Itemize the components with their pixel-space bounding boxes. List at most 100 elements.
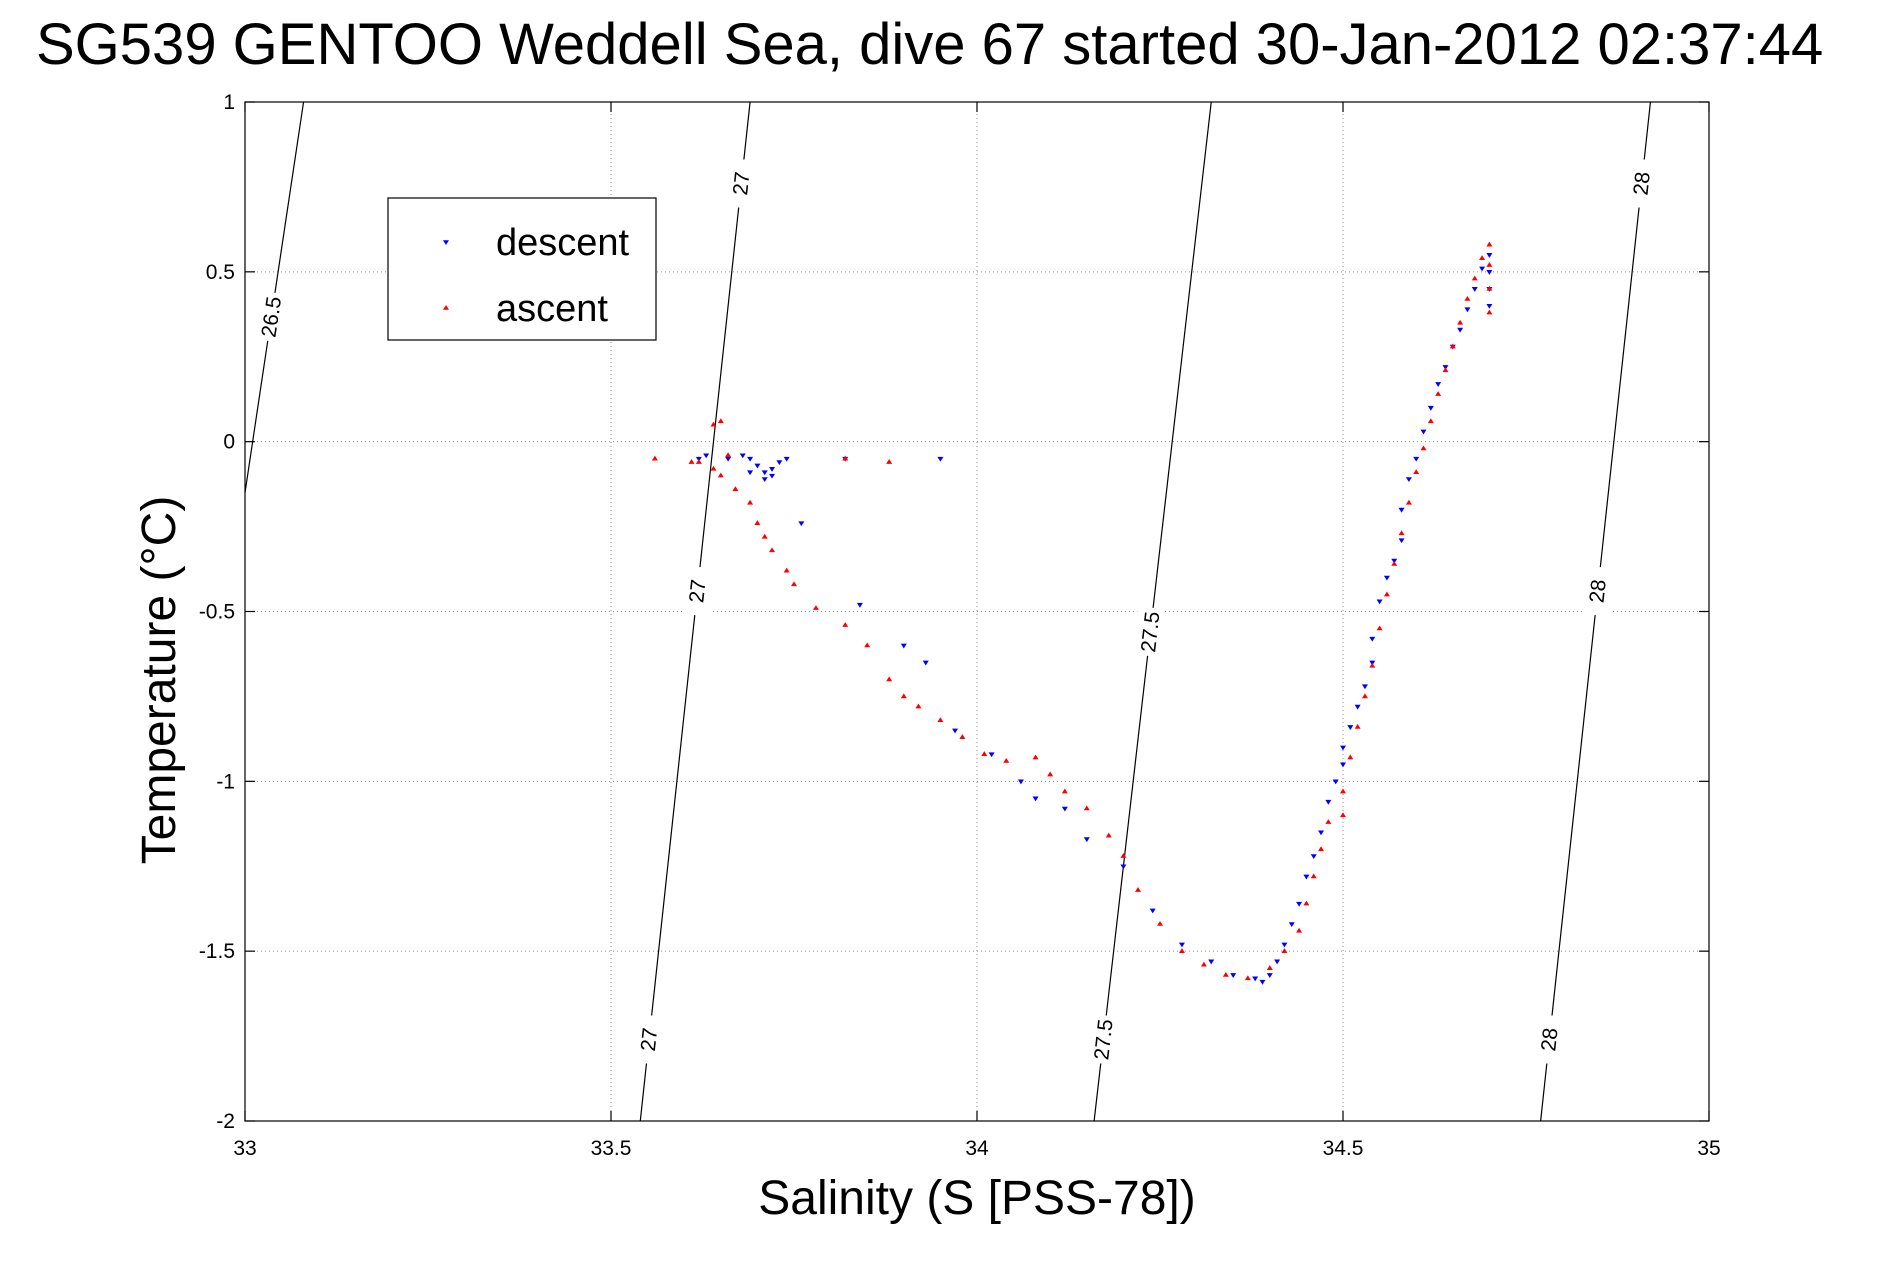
ascent-point <box>1486 285 1493 291</box>
ascent-point <box>1003 757 1010 763</box>
contour-label: 28 <box>1537 1027 1562 1053</box>
ascent-point <box>1391 560 1398 566</box>
descent-point <box>1274 959 1281 965</box>
contour-label-bg <box>636 1015 663 1064</box>
descent-point <box>1361 684 1368 690</box>
ascent-point <box>1435 391 1442 396</box>
ascent-point <box>1244 975 1251 981</box>
descent-point <box>1266 973 1273 978</box>
ascent-point <box>1405 499 1412 505</box>
descent-point <box>1471 287 1478 292</box>
y-tick-label: 0 <box>223 431 235 454</box>
ascent-point <box>769 547 776 553</box>
ascent-point <box>1369 662 1376 668</box>
legend-label-ascent: ascent <box>496 288 608 330</box>
ascent-point <box>886 676 893 682</box>
ascent-point <box>710 465 717 471</box>
ascent-point <box>1486 241 1493 247</box>
contour-label: 28 <box>1629 171 1654 197</box>
ascent-point <box>747 499 754 505</box>
descent-point <box>1457 327 1464 333</box>
y-tick-label: -0.5 <box>199 601 235 624</box>
ascent-point <box>1296 927 1303 933</box>
y-tick-label: 1 <box>223 91 235 114</box>
ascent-point <box>886 459 893 464</box>
contour-label-bg <box>1628 159 1655 208</box>
ascent-point <box>1398 530 1405 536</box>
descent-point <box>1369 636 1376 642</box>
descent-point <box>1398 538 1405 544</box>
descent-point <box>1413 456 1420 462</box>
descent-point <box>1303 874 1310 880</box>
descent-point <box>1230 973 1237 978</box>
ascent-point <box>1442 367 1449 373</box>
contour-label: 28 <box>1586 578 1611 604</box>
contour-label-bg <box>684 567 711 616</box>
ascent-point <box>1157 920 1163 926</box>
descent-point <box>761 470 768 476</box>
ascent-point <box>842 455 849 461</box>
descent-point <box>739 453 746 459</box>
descent-point <box>1083 837 1090 843</box>
descent-point <box>1376 599 1383 605</box>
ascent-point <box>783 567 790 573</box>
descent-point <box>1486 304 1493 309</box>
ascent-point <box>717 418 724 424</box>
descent-point <box>1017 779 1024 785</box>
x-axis-label: Salinity (S [PSS-78]) <box>758 1172 1196 1225</box>
descent-point <box>783 456 790 462</box>
ascent-point <box>1449 343 1456 349</box>
ascent-point <box>937 717 944 722</box>
descent-point <box>1435 382 1442 387</box>
ascent-point <box>1457 319 1464 325</box>
y-tick-label: -1.5 <box>199 940 235 963</box>
ascent-point <box>1318 846 1325 852</box>
contour-label-bg <box>1090 1015 1117 1064</box>
descent-point <box>776 460 783 466</box>
ascent-point <box>1479 255 1486 261</box>
chart-title: SG539 GENTOO Weddell Sea, dive 67 starte… <box>36 12 1824 77</box>
contour-label-bg <box>1536 1015 1563 1064</box>
ascent-point <box>864 642 871 648</box>
descent-point <box>1178 942 1185 948</box>
descent-point <box>754 463 761 469</box>
ascent-point <box>1427 418 1434 424</box>
descent-point <box>798 521 805 527</box>
legend-box <box>387 197 657 341</box>
ascent-point <box>1310 873 1317 879</box>
descent-point <box>1149 908 1156 914</box>
ascent-point <box>1376 625 1383 631</box>
ascent-point <box>732 486 739 492</box>
ascent-point <box>688 459 695 464</box>
descent-point <box>1486 253 1493 258</box>
contour-label-bg <box>258 292 285 341</box>
descent-point <box>1420 429 1427 435</box>
ascent-point <box>1047 771 1054 777</box>
descent-point <box>937 456 944 462</box>
descent-point <box>747 470 754 476</box>
descent-point <box>1208 959 1215 965</box>
descent-point <box>747 456 754 462</box>
legend-marker-descent <box>443 240 449 245</box>
ascent-point <box>1413 469 1420 475</box>
descent-point <box>769 467 776 472</box>
contour-label-bg <box>1137 607 1164 656</box>
descent-point <box>1252 976 1259 982</box>
legend-marker-ascent <box>443 305 449 310</box>
descent-point <box>1479 266 1486 272</box>
contour-label: 27.5 <box>1090 1018 1118 1061</box>
ascent-point <box>1471 275 1478 281</box>
ascent-point <box>1354 723 1361 729</box>
descent-point <box>922 660 929 666</box>
data-points <box>651 241 1493 985</box>
descent-point <box>725 456 732 462</box>
x-tick-label: 34 <box>965 1137 989 1160</box>
descent-point <box>1347 725 1354 730</box>
y-axis-label: Temperature (°C) <box>133 495 186 865</box>
ascent-point <box>1486 309 1493 315</box>
contour-label-bg <box>1584 567 1611 616</box>
descent-point <box>1405 477 1412 483</box>
contour-label: 27 <box>729 171 754 197</box>
